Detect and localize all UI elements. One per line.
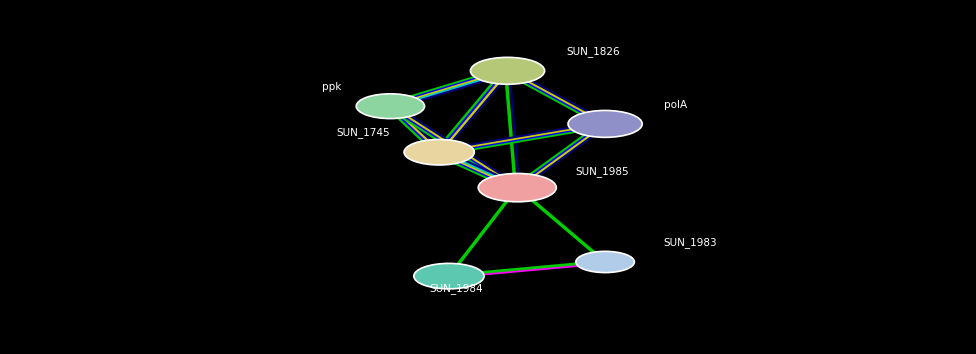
- Circle shape: [470, 57, 545, 84]
- Text: polA: polA: [664, 100, 687, 110]
- Text: SUN_1984: SUN_1984: [429, 283, 483, 294]
- Circle shape: [414, 263, 484, 289]
- Text: SUN_1745: SUN_1745: [337, 127, 390, 138]
- Text: SUN_1826: SUN_1826: [566, 46, 620, 57]
- Circle shape: [404, 139, 474, 165]
- Text: SUN_1983: SUN_1983: [664, 237, 717, 248]
- Text: SUN_1985: SUN_1985: [576, 166, 630, 177]
- Circle shape: [478, 173, 556, 202]
- Circle shape: [356, 94, 425, 119]
- Circle shape: [568, 110, 642, 137]
- Text: ppk: ppk: [322, 82, 342, 92]
- Circle shape: [576, 251, 634, 273]
